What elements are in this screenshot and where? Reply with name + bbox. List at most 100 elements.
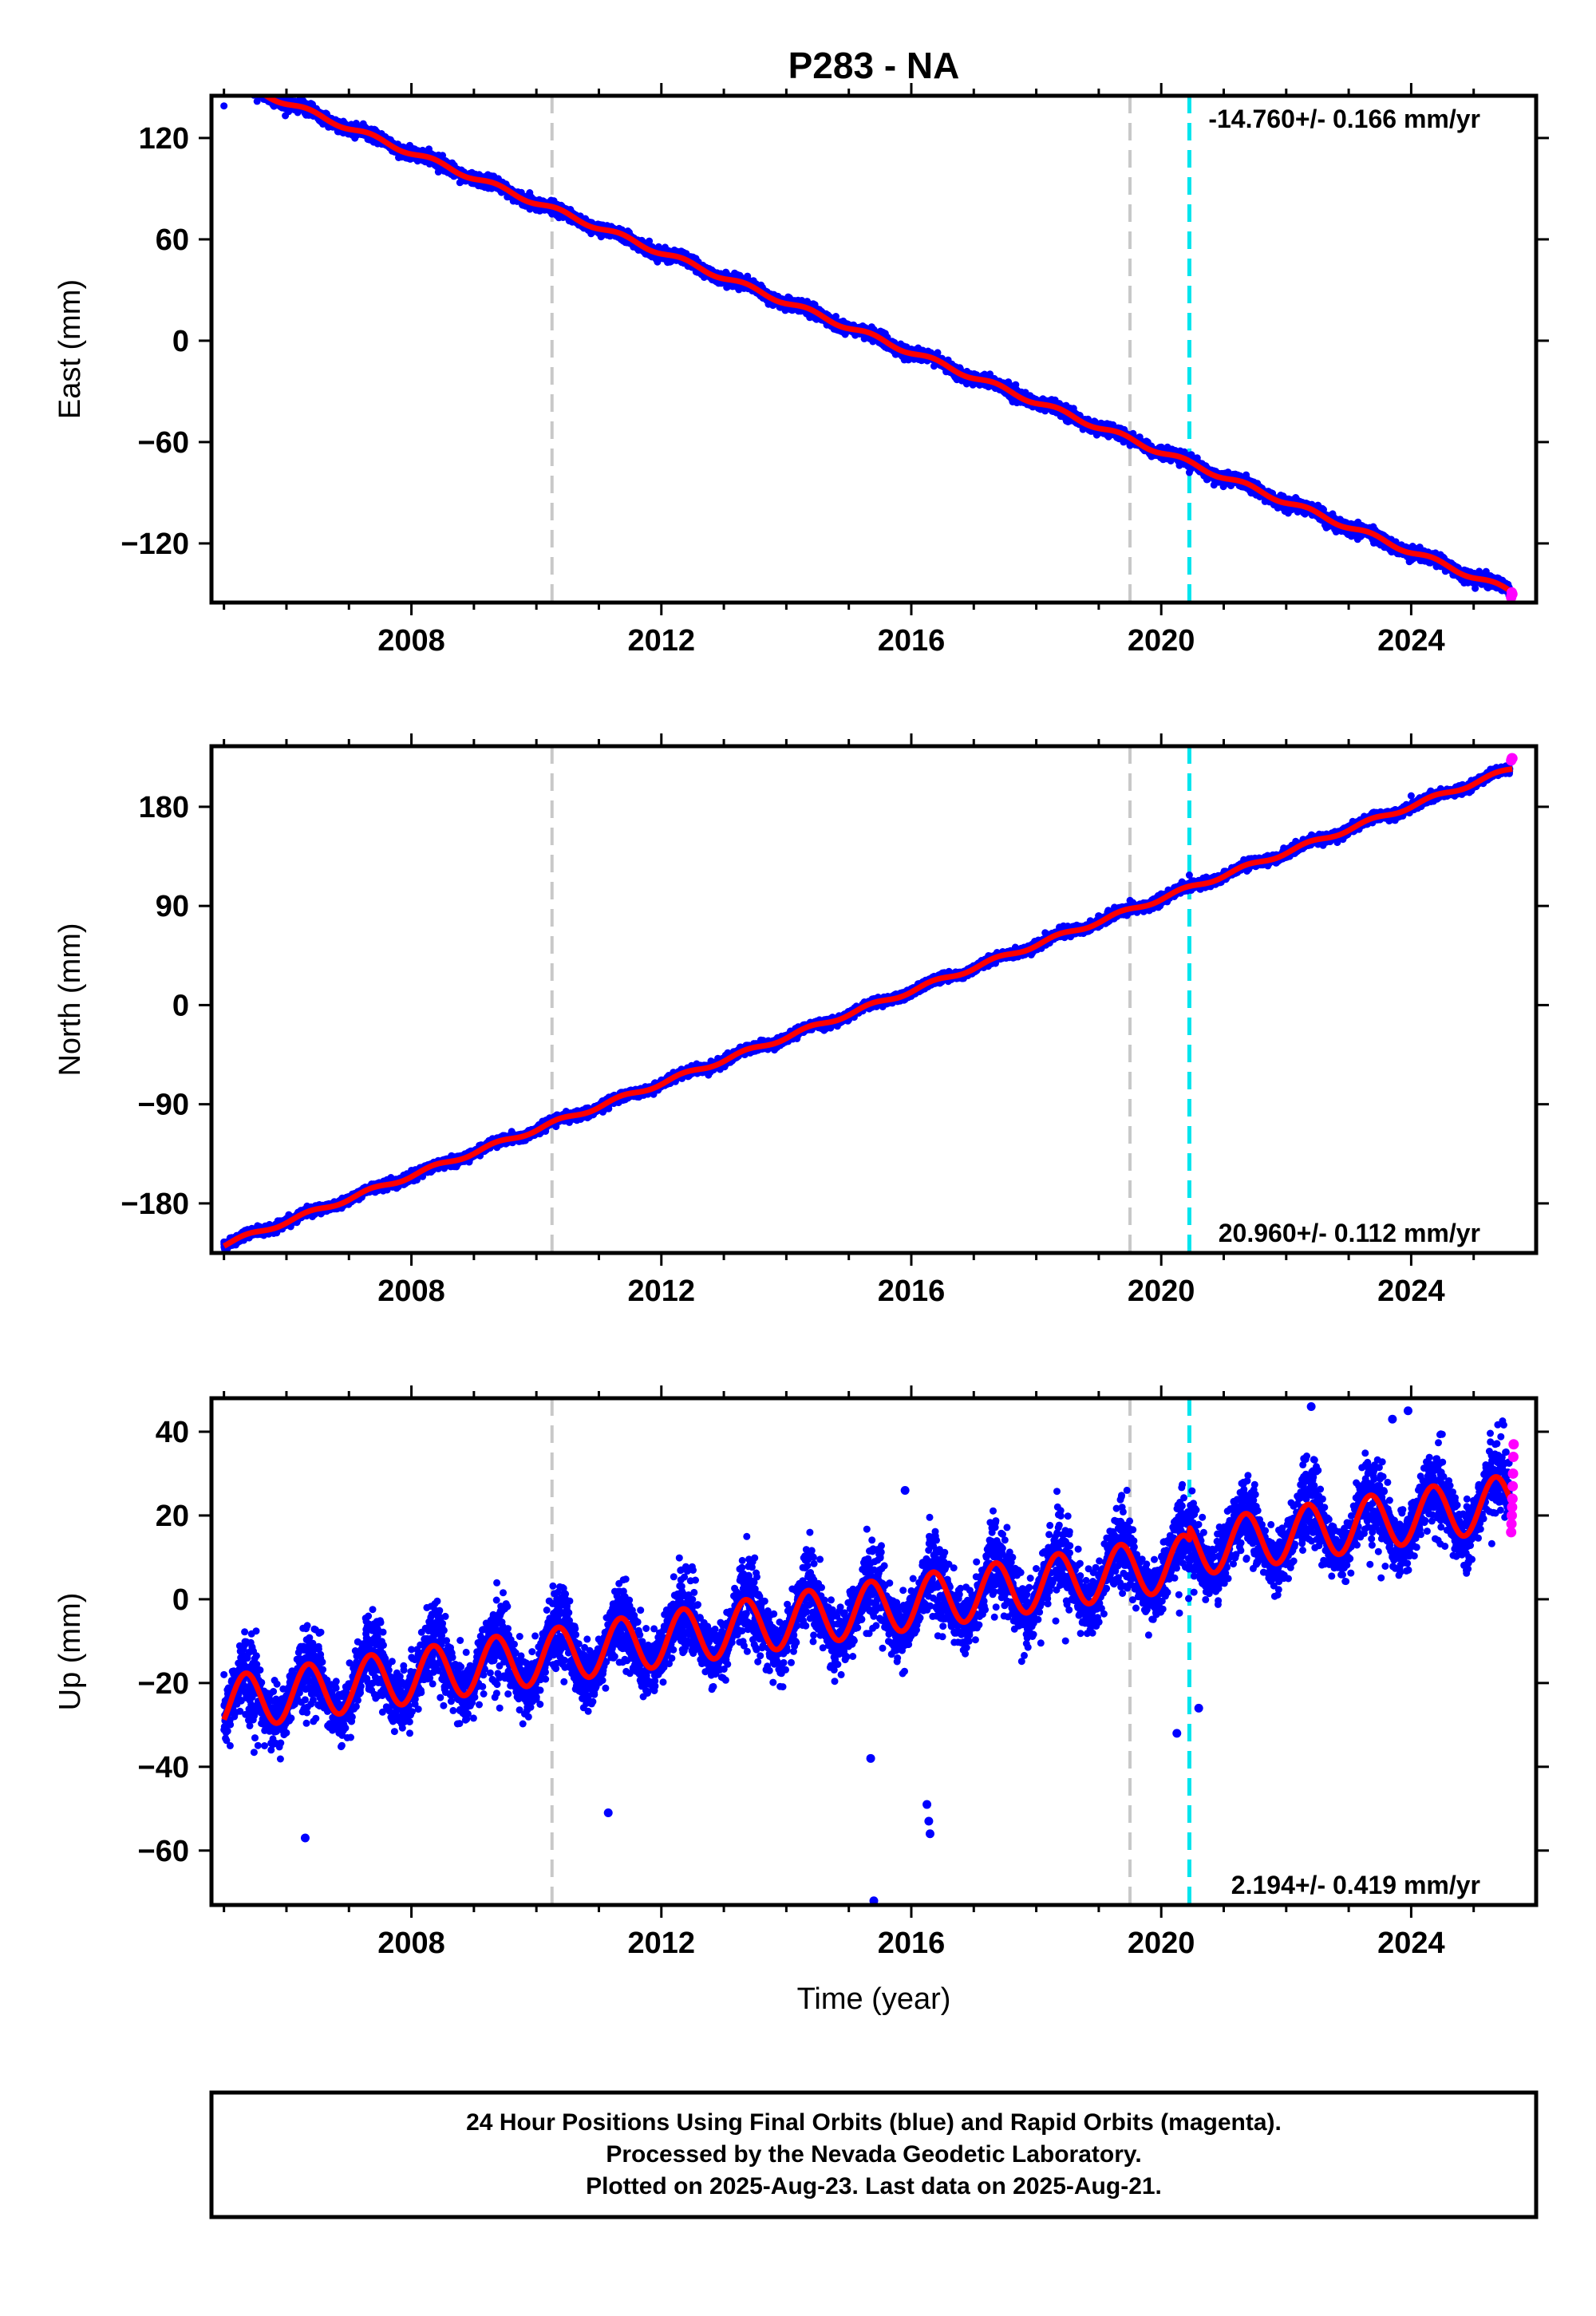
east-final-point: [230, 77, 237, 85]
east-final-point: [236, 79, 243, 86]
east-final-point: [223, 72, 230, 79]
east-final-point: [255, 87, 262, 94]
east-final-point: [237, 82, 244, 89]
east-final-point: [246, 81, 253, 88]
east-final-point: [247, 85, 254, 93]
east-final-point: [234, 76, 241, 83]
east-final-point: [222, 78, 229, 85]
east-final-point: [234, 77, 241, 84]
east-final-point: [251, 84, 259, 91]
east-final-point: [220, 68, 227, 75]
east-final-point: [246, 81, 253, 88]
east-final-point: [236, 75, 243, 82]
east-final-point: [248, 80, 255, 87]
east-final-point: [222, 73, 229, 80]
east-final-point: [232, 80, 239, 87]
east-final-point: [228, 82, 235, 89]
east-final-point: [255, 86, 262, 93]
east-final-point: [226, 73, 233, 81]
east-final-point: [226, 76, 233, 83]
east-final-point: [253, 85, 260, 93]
east-final-point: [240, 80, 247, 87]
east-final-point: [241, 80, 248, 87]
east-final-point: [238, 82, 245, 89]
east-final-point: [238, 78, 245, 85]
east-final-point: [247, 81, 254, 88]
east-final-point: [250, 83, 257, 90]
east-final-point: [223, 80, 230, 87]
east-final-point: [241, 79, 248, 86]
east-final-point: [244, 83, 251, 90]
east-final-point: [247, 84, 255, 91]
east-final-point: [230, 79, 237, 86]
east-final-point: [247, 83, 255, 90]
east-final-point: [247, 83, 254, 90]
east-final-point: [225, 77, 232, 85]
east-final-point: [227, 77, 234, 84]
east-final-point: [227, 74, 234, 81]
east-final-point: [235, 75, 243, 82]
east-final-point: [229, 77, 236, 85]
east-final-point: [245, 78, 252, 85]
east-final-point: [223, 78, 231, 85]
east-final-point: [240, 78, 247, 85]
east-final-point: [249, 87, 256, 94]
east-final-point: [227, 77, 235, 85]
east-final-point: [229, 78, 236, 85]
east-final-point: [243, 81, 251, 89]
east-final-point: [247, 81, 254, 88]
east-final-point: [236, 73, 243, 81]
east-final-point: [243, 80, 251, 87]
east-final-point: [253, 81, 260, 88]
east-final-point: [237, 78, 244, 85]
east-final-point: [245, 79, 252, 86]
east-final-point: [249, 85, 256, 92]
east-final-point: [242, 83, 249, 90]
east-final-point: [239, 81, 246, 88]
east-final-point: [226, 76, 233, 83]
east-final-point: [254, 85, 261, 93]
east-final-point: [222, 73, 229, 80]
east-final-point: [241, 83, 248, 90]
east-final-point: [233, 82, 240, 89]
east-final-point: [250, 84, 257, 91]
figure-title: P283 - NA: [788, 45, 960, 86]
east-final-point: [260, 84, 267, 91]
east-final-point: [259, 85, 266, 93]
east-final-point: [240, 81, 247, 88]
east-final-point: [231, 75, 238, 82]
east-final-point: [223, 75, 230, 82]
east-final-point: [242, 85, 249, 92]
east-final-point: [253, 85, 260, 93]
east-final-point: [240, 77, 247, 85]
east-final-point: [252, 87, 259, 94]
east-final-point: [227, 76, 235, 83]
east-final-point: [225, 77, 232, 84]
east-final-point: [253, 97, 261, 105]
east-final-point: [221, 77, 228, 84]
east-final-point: [257, 86, 264, 93]
east-final-point: [231, 74, 238, 81]
east-final-point: [229, 79, 236, 86]
east-final-point: [241, 79, 248, 86]
east-final-point: [248, 81, 255, 89]
east-final-point: [221, 75, 228, 82]
east-final-point: [248, 81, 255, 89]
east-final-point: [246, 83, 253, 90]
east-final-point: [242, 82, 249, 89]
east-final-point: [249, 83, 256, 90]
east-final-point: [256, 86, 263, 93]
east-final-point: [221, 75, 228, 82]
east-final-point: [233, 77, 240, 84]
east-final-point: [227, 77, 234, 85]
east-final-point: [247, 80, 255, 87]
east-final-point: [227, 81, 234, 89]
east-final-point: [238, 77, 245, 85]
east-final-point: [231, 73, 239, 81]
east-final-point: [235, 75, 242, 82]
east-final-point: [225, 76, 232, 83]
east-final-point: [250, 86, 257, 93]
east-final-point: [232, 80, 239, 87]
east-final-point: [226, 75, 233, 82]
